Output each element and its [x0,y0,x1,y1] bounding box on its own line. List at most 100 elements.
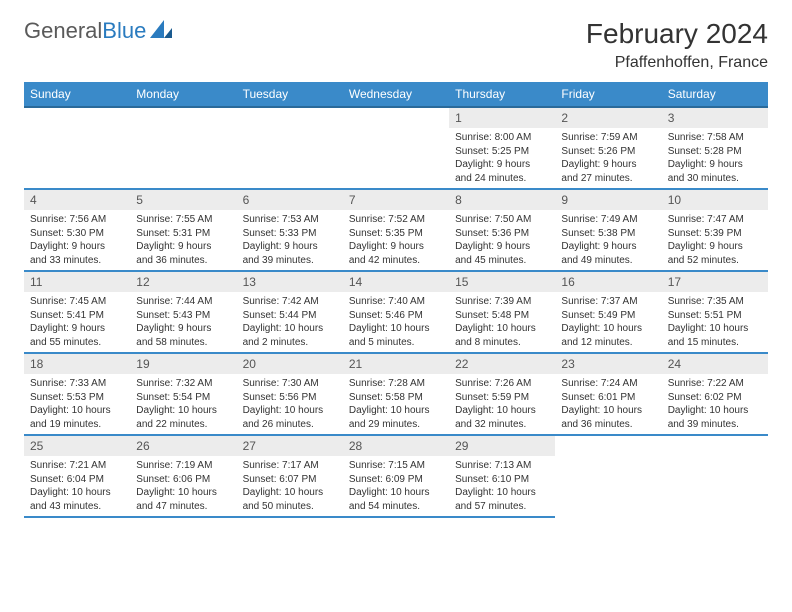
column-header: Tuesday [237,82,343,107]
day-number: 4 [24,190,130,210]
day-number: 11 [24,272,130,292]
day-number: 13 [237,272,343,292]
calendar-cell: 22Sunrise: 7:26 AMSunset: 5:59 PMDayligh… [449,353,555,435]
day-info: Sunrise: 7:37 AMSunset: 5:49 PMDaylight:… [555,292,661,352]
day-info: Sunrise: 7:35 AMSunset: 5:51 PMDaylight:… [662,292,768,352]
day-number: 15 [449,272,555,292]
calendar-cell: 18Sunrise: 7:33 AMSunset: 5:53 PMDayligh… [24,353,130,435]
column-header: Saturday [662,82,768,107]
day-number: 16 [555,272,661,292]
day-number: 12 [130,272,236,292]
day-number: 21 [343,354,449,374]
day-info: Sunrise: 7:33 AMSunset: 5:53 PMDaylight:… [24,374,130,434]
calendar-cell: 6Sunrise: 7:53 AMSunset: 5:33 PMDaylight… [237,189,343,271]
day-number: 1 [449,108,555,128]
day-info: Sunrise: 8:00 AMSunset: 5:25 PMDaylight:… [449,128,555,188]
calendar-cell: 8Sunrise: 7:50 AMSunset: 5:36 PMDaylight… [449,189,555,271]
calendar-cell: 14Sunrise: 7:40 AMSunset: 5:46 PMDayligh… [343,271,449,353]
day-info: Sunrise: 7:39 AMSunset: 5:48 PMDaylight:… [449,292,555,352]
day-number: 6 [237,190,343,210]
day-info: Sunrise: 7:17 AMSunset: 6:07 PMDaylight:… [237,456,343,516]
day-info: Sunrise: 7:56 AMSunset: 5:30 PMDaylight:… [24,210,130,270]
calendar-cell: 28Sunrise: 7:15 AMSunset: 6:09 PMDayligh… [343,435,449,517]
calendar-cell: 11Sunrise: 7:45 AMSunset: 5:41 PMDayligh… [24,271,130,353]
calendar-cell: 4Sunrise: 7:56 AMSunset: 5:30 PMDaylight… [24,189,130,271]
calendar-cell: 15Sunrise: 7:39 AMSunset: 5:48 PMDayligh… [449,271,555,353]
day-number: 5 [130,190,236,210]
day-info: Sunrise: 7:50 AMSunset: 5:36 PMDaylight:… [449,210,555,270]
day-number: 7 [343,190,449,210]
calendar-cell: 3Sunrise: 7:58 AMSunset: 5:28 PMDaylight… [662,107,768,189]
day-number: 8 [449,190,555,210]
logo-text: GeneralBlue [24,18,146,44]
day-info: Sunrise: 7:49 AMSunset: 5:38 PMDaylight:… [555,210,661,270]
calendar-cell: 9Sunrise: 7:49 AMSunset: 5:38 PMDaylight… [555,189,661,271]
day-number: 24 [662,354,768,374]
calendar-cell [237,107,343,189]
calendar-cell: 1Sunrise: 8:00 AMSunset: 5:25 PMDaylight… [449,107,555,189]
calendar-cell: 17Sunrise: 7:35 AMSunset: 5:51 PMDayligh… [662,271,768,353]
day-info: Sunrise: 7:15 AMSunset: 6:09 PMDaylight:… [343,456,449,516]
calendar-cell: 19Sunrise: 7:32 AMSunset: 5:54 PMDayligh… [130,353,236,435]
calendar-cell: 23Sunrise: 7:24 AMSunset: 6:01 PMDayligh… [555,353,661,435]
calendar-cell: 7Sunrise: 7:52 AMSunset: 5:35 PMDaylight… [343,189,449,271]
day-info: Sunrise: 7:26 AMSunset: 5:59 PMDaylight:… [449,374,555,434]
location: Pfaffenhoffen, France [586,54,768,72]
day-number: 10 [662,190,768,210]
day-info: Sunrise: 7:42 AMSunset: 5:44 PMDaylight:… [237,292,343,352]
day-number: 23 [555,354,661,374]
day-number: 17 [662,272,768,292]
day-info: Sunrise: 7:45 AMSunset: 5:41 PMDaylight:… [24,292,130,352]
day-info: Sunrise: 7:44 AMSunset: 5:43 PMDaylight:… [130,292,236,352]
day-info: Sunrise: 7:21 AMSunset: 6:04 PMDaylight:… [24,456,130,516]
day-info: Sunrise: 7:47 AMSunset: 5:39 PMDaylight:… [662,210,768,270]
calendar-cell: 20Sunrise: 7:30 AMSunset: 5:56 PMDayligh… [237,353,343,435]
calendar-cell [343,107,449,189]
calendar-cell: 12Sunrise: 7:44 AMSunset: 5:43 PMDayligh… [130,271,236,353]
column-header: Friday [555,82,661,107]
day-info: Sunrise: 7:19 AMSunset: 6:06 PMDaylight:… [130,456,236,516]
day-info: Sunrise: 7:22 AMSunset: 6:02 PMDaylight:… [662,374,768,434]
day-number: 2 [555,108,661,128]
day-number: 18 [24,354,130,374]
calendar-cell: 27Sunrise: 7:17 AMSunset: 6:07 PMDayligh… [237,435,343,517]
day-number: 27 [237,436,343,456]
calendar-cell: 21Sunrise: 7:28 AMSunset: 5:58 PMDayligh… [343,353,449,435]
day-info: Sunrise: 7:53 AMSunset: 5:33 PMDaylight:… [237,210,343,270]
day-number: 19 [130,354,236,374]
calendar-cell: 13Sunrise: 7:42 AMSunset: 5:44 PMDayligh… [237,271,343,353]
calendar-cell: 25Sunrise: 7:21 AMSunset: 6:04 PMDayligh… [24,435,130,517]
calendar-cell: 29Sunrise: 7:13 AMSunset: 6:10 PMDayligh… [449,435,555,517]
month-title: February 2024 [586,18,768,50]
day-info: Sunrise: 7:59 AMSunset: 5:26 PMDaylight:… [555,128,661,188]
day-info: Sunrise: 7:52 AMSunset: 5:35 PMDaylight:… [343,210,449,270]
logo-icon [150,20,172,43]
calendar-cell [24,107,130,189]
day-number: 25 [24,436,130,456]
calendar-cell: 24Sunrise: 7:22 AMSunset: 6:02 PMDayligh… [662,353,768,435]
day-info: Sunrise: 7:30 AMSunset: 5:56 PMDaylight:… [237,374,343,434]
day-info: Sunrise: 7:32 AMSunset: 5:54 PMDaylight:… [130,374,236,434]
day-number: 3 [662,108,768,128]
calendar-cell [662,435,768,517]
column-header: Monday [130,82,236,107]
logo: GeneralBlue [24,18,172,44]
column-header: Sunday [24,82,130,107]
calendar-cell [555,435,661,517]
day-info: Sunrise: 7:55 AMSunset: 5:31 PMDaylight:… [130,210,236,270]
day-number: 20 [237,354,343,374]
column-header: Wednesday [343,82,449,107]
calendar-table: SundayMondayTuesdayWednesdayThursdayFrid… [24,82,768,518]
calendar-cell: 26Sunrise: 7:19 AMSunset: 6:06 PMDayligh… [130,435,236,517]
day-number: 14 [343,272,449,292]
day-number: 9 [555,190,661,210]
day-number: 28 [343,436,449,456]
day-info: Sunrise: 7:40 AMSunset: 5:46 PMDaylight:… [343,292,449,352]
day-number: 29 [449,436,555,456]
calendar-cell: 5Sunrise: 7:55 AMSunset: 5:31 PMDaylight… [130,189,236,271]
calendar-cell [130,107,236,189]
day-info: Sunrise: 7:13 AMSunset: 6:10 PMDaylight:… [449,456,555,516]
calendar-cell: 10Sunrise: 7:47 AMSunset: 5:39 PMDayligh… [662,189,768,271]
column-header: Thursday [449,82,555,107]
day-number: 26 [130,436,236,456]
